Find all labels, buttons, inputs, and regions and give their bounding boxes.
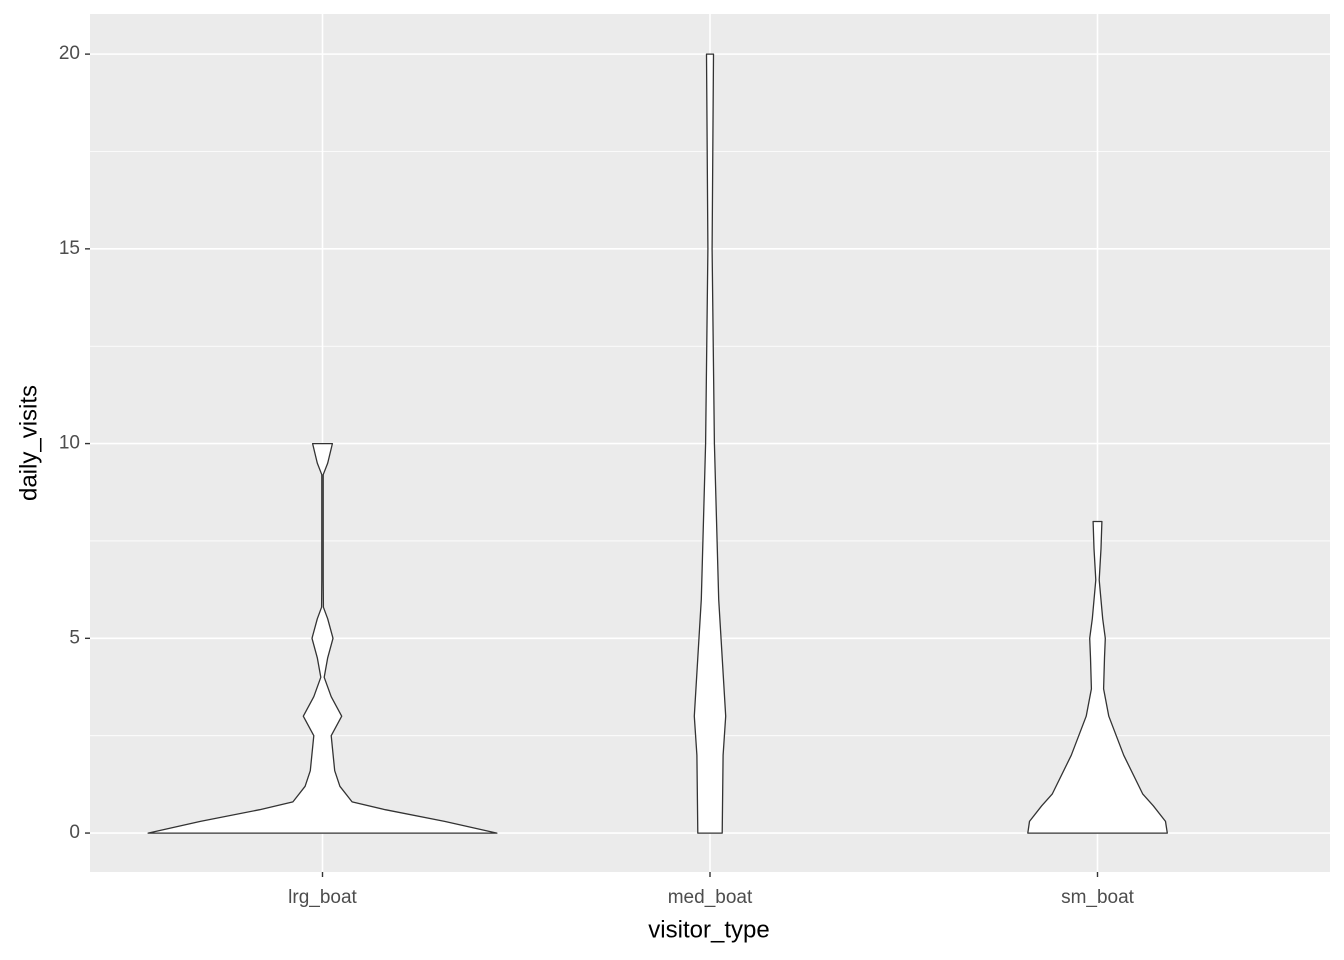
y-axis-title: daily_visits [15, 385, 42, 501]
y-tick-label: 15 [59, 238, 80, 259]
y-tick-label: 10 [59, 433, 80, 454]
violin [693, 53, 727, 834]
violin [1027, 520, 1168, 834]
x-tick-label: lrg_boat [288, 887, 357, 908]
y-tick-label: 0 [69, 822, 80, 843]
x-axis-title: visitor_type [648, 916, 769, 943]
x-tick-label: sm_boat [1061, 887, 1135, 908]
violin [147, 442, 498, 834]
y-tick-label: 20 [59, 43, 80, 64]
x-tick-label: med_boat [668, 887, 753, 908]
y-tick-label: 5 [69, 627, 80, 648]
